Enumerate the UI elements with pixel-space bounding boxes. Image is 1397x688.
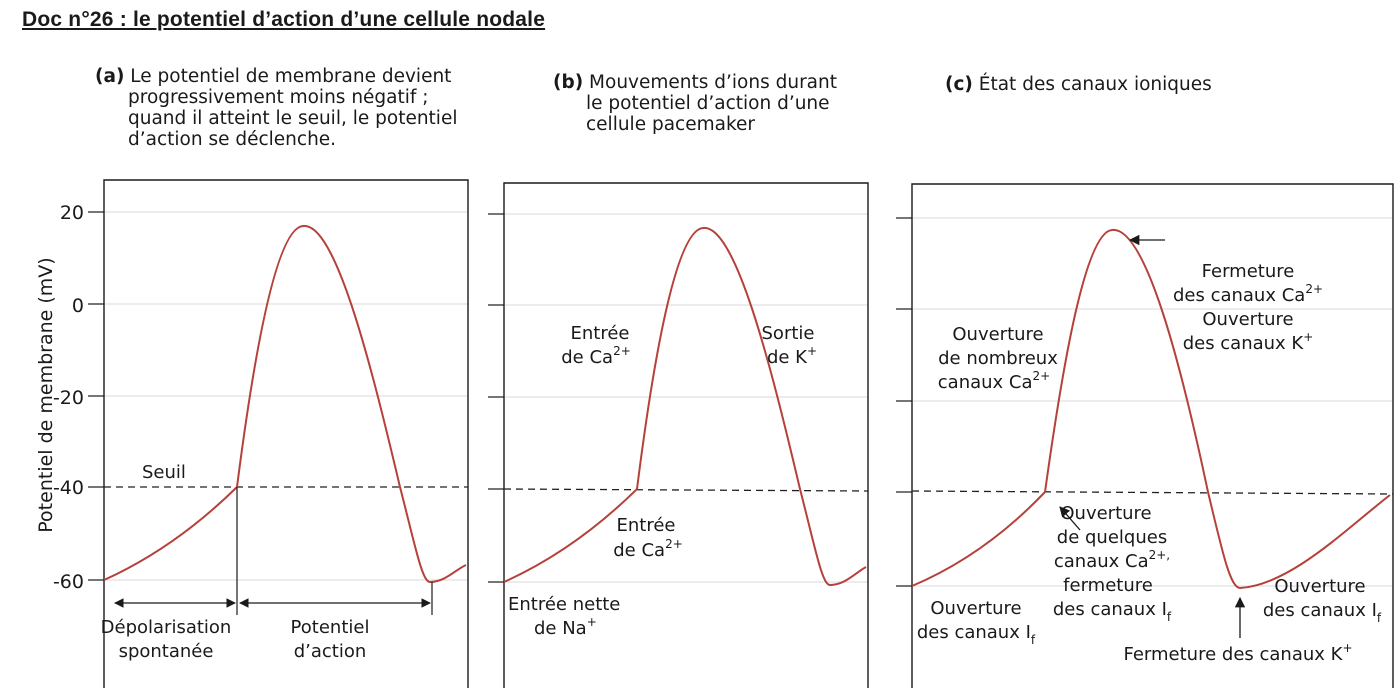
depolarisation-label-2: spontanée [119, 641, 214, 662]
potentiel-action-label-1: Potentiel [291, 617, 370, 638]
caption-a-line-4: d’action se déclenche. [128, 129, 337, 150]
caption-a-line-1: Le potentiel de membrane devient [130, 66, 452, 87]
open-many-label-3-sup: 2+ [1033, 369, 1051, 383]
caption-b-line-2: le potentiel d’action d’une [586, 93, 830, 114]
caption-a-label: (a) [95, 66, 125, 87]
ca-small-entry-label-2-sup: 2+ [665, 537, 683, 551]
ca-entry-label-1: Entrée [571, 323, 630, 344]
open-if-right-label-2-sub: f [1377, 611, 1382, 625]
open-few-label-2: de quelques [1057, 527, 1167, 548]
frame-panel-c [911, 183, 1394, 688]
open-few-label-5: des canaux If [1053, 599, 1172, 624]
k-exit-label-2-sup: + [807, 344, 817, 358]
na-entry-label-1: Entrée nette [508, 594, 620, 615]
caption-b-label: (b) [553, 72, 584, 93]
open-if-left-label-1: Ouverture [930, 598, 1021, 619]
close-ca-label-2-sup: 2+ [1305, 282, 1323, 296]
ca-small-entry-label-2-text: de Ca [613, 540, 665, 561]
ca-small-entry-label-1: Entrée [617, 515, 676, 536]
open-few-label-4: fermeture [1063, 575, 1153, 596]
seuil-label: Seuil [142, 462, 186, 483]
caption-c-line-1: État des canaux ioniques [978, 74, 1212, 95]
open-k-label-2-text: des canaux K [1183, 333, 1305, 354]
k-exit-label-2: de K+ [767, 344, 817, 368]
caption-b-line-3: cellule pacemaker [586, 114, 755, 135]
open-few-label-3-sup: 2+, [1149, 548, 1171, 562]
caption-c-label: (c) [945, 74, 973, 95]
open-if-left-label-2-text: des canaux I [917, 622, 1031, 643]
open-k-label-2-sup: + [1303, 330, 1313, 344]
ap-trace-b [503, 226, 867, 587]
close-ca-label-2: des canaux Ca2+ [1173, 282, 1323, 306]
open-if-left-label-2: des canaux If [917, 622, 1036, 647]
open-if-right-label-2-text: des canaux I [1263, 600, 1377, 621]
open-many-label-3-text: canaux Ca [938, 372, 1033, 393]
open-few-label-5-text: des canaux I [1053, 599, 1167, 620]
caption-a-line-2: progressivement moins négatif ; [128, 87, 429, 108]
open-few-label-1: Ouverture [1060, 503, 1151, 524]
na-entry-label-2-sup: + [587, 615, 597, 629]
ca-entry-label-2-text: de Ca [561, 347, 613, 368]
panel-a: Seuil Dépolarisation spontanée Potentiel… [88, 179, 469, 688]
close-k-label-sup: + [1342, 641, 1352, 655]
caption-c: (c) État des canaux ioniques [945, 74, 1212, 95]
tick-label-minus-60: -60 [53, 571, 84, 593]
close-k-label-text: Fermeture des canaux K [1123, 644, 1343, 665]
panel-b: Entrée de Ca2+ Sortie de K+ Entrée de Ca… [488, 182, 869, 688]
doc-title: Doc n°26 : le potentiel d’action d’une c… [22, 8, 546, 31]
ca-small-entry-label-2: de Ca2+ [613, 537, 683, 561]
tick-label-20: 20 [60, 202, 84, 224]
open-few-label-3: canaux Ca2+, [1054, 548, 1170, 572]
panel-c: Fermeture des canaux Ca2+ Ouverture des … [896, 183, 1394, 688]
close-ca-label-2-text: des canaux Ca [1173, 285, 1305, 306]
na-entry-label-2: de Na+ [534, 615, 597, 639]
caption-b: (b) Mouvements d’ions durant le potentie… [553, 72, 837, 135]
tick-label-0: 0 [72, 295, 84, 317]
close-k-label: Fermeture des canaux K+ [1123, 641, 1352, 665]
open-if-right-label-1: Ouverture [1274, 576, 1365, 597]
open-many-label-1: Ouverture [952, 324, 1043, 345]
caption-a-line-3: quand il atteint le seuil, le potentiel [128, 108, 458, 129]
close-ca-label-1: Fermeture [1202, 261, 1295, 282]
frame-panel-b [503, 182, 869, 688]
open-k-label-2: des canaux K+ [1183, 330, 1314, 354]
caption-b-line-1: Mouvements d’ions durant [589, 72, 837, 93]
caption-a: (a) Le potentiel de membrane devient pro… [95, 66, 457, 150]
ca-entry-label-2-sup: 2+ [613, 344, 631, 358]
frame-panel-a [103, 179, 469, 688]
open-many-label-3: canaux Ca2+ [938, 369, 1050, 393]
open-if-left-label-2-sub: f [1031, 633, 1036, 647]
potentiel-action-label-2: d’action [294, 641, 367, 662]
ap-trace-c [911, 228, 1391, 590]
y-axis-label: Potentiel de membrane (mV) [35, 257, 57, 532]
threshold-line-c [911, 490, 1394, 495]
arrow-to-threshold [1059, 506, 1081, 531]
na-entry-label-2-text: de Na [534, 618, 587, 639]
open-many-label-2: de nombreux [938, 348, 1058, 369]
ap-trace-a [103, 224, 467, 584]
open-few-label-5-sub: f [1167, 610, 1172, 624]
open-if-right-label-2: des canaux If [1263, 600, 1382, 625]
open-k-label-1: Ouverture [1202, 309, 1293, 330]
depolarisation-label-1: Dépolarisation [101, 617, 232, 638]
tick-label-minus-40: -40 [53, 477, 84, 499]
open-few-label-3-text: canaux Ca [1054, 551, 1149, 572]
threshold-line-b [503, 488, 869, 492]
k-exit-label-2-text: de K [767, 347, 808, 368]
ca-entry-label-2: de Ca2+ [561, 344, 631, 368]
tick-label-minus-20: -20 [53, 387, 84, 409]
k-exit-label-1: Sortie [762, 323, 815, 344]
